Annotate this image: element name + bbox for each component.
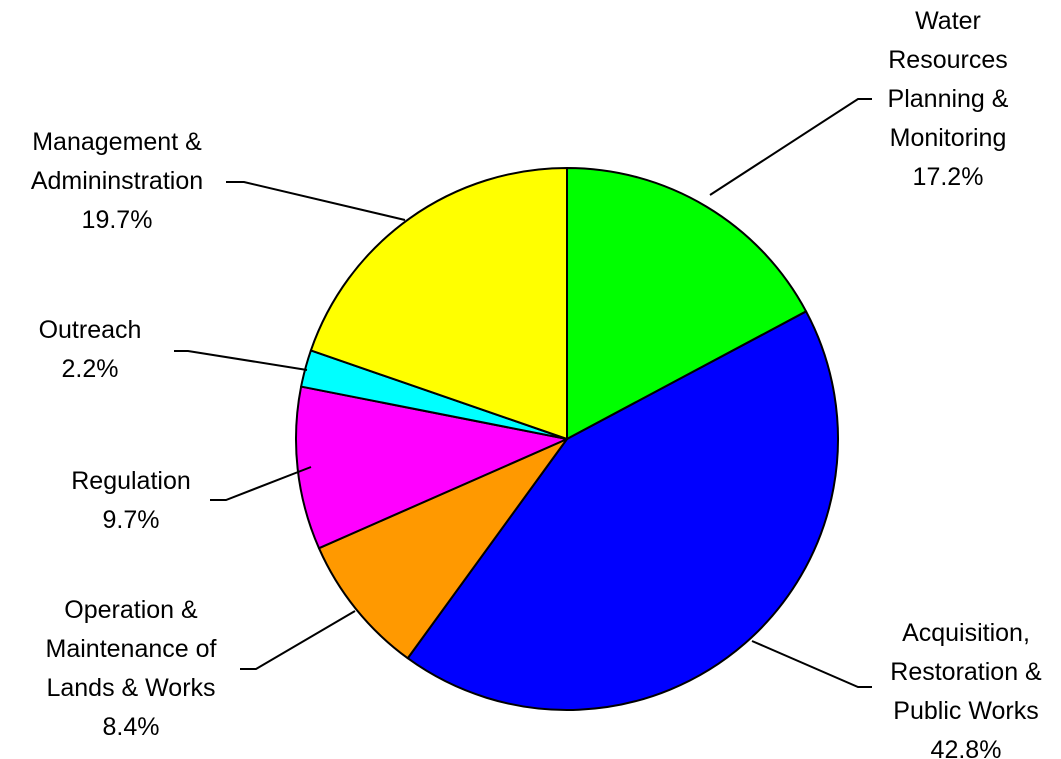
slice-label-line: Restoration &	[890, 658, 1042, 686]
slice-label-line: Admininstration	[31, 167, 203, 195]
leader-line-6	[226, 181, 406, 221]
slice-labels: Water Resources Planning & Monitoring 17.2% A…	[31, 7, 1042, 759]
slice-label-5: Outreach 2.2%	[39, 316, 142, 383]
slice-label-line: Planning &	[888, 85, 1009, 113]
leader-line-2	[751, 640, 872, 688]
pie-slice-4	[295, 385, 568, 550]
slice-label-6: Management & Admininstration 19.7%	[31, 128, 203, 234]
slice-percent-label: 9.7%	[103, 506, 160, 534]
slice-label-line: Resources	[888, 46, 1008, 74]
slice-percent-label: 2.2%	[62, 355, 119, 383]
pie-slices	[295, 167, 839, 711]
pie-slice-2	[406, 310, 839, 711]
leader-lines	[174, 98, 872, 688]
slice-label-4: Regulation 9.7%	[71, 467, 191, 534]
leader-line-3	[240, 610, 356, 670]
slice-label-line: Public Works	[893, 697, 1038, 725]
slice-percent-label: 42.8%	[931, 736, 1002, 759]
slice-label-line: Maintenance of	[46, 635, 217, 663]
slice-percent-label: 17.2%	[913, 163, 984, 191]
slice-label-line: Operation &	[64, 596, 198, 624]
slice-percent-label: 8.4%	[103, 713, 160, 741]
leader-line-4	[210, 466, 312, 501]
leader-line-1	[709, 98, 872, 196]
slice-label-line: Regulation	[71, 467, 191, 495]
pie-slice-1	[566, 167, 808, 440]
slice-label-line: Lands & Works	[46, 674, 215, 702]
slice-label-line: Monitoring	[890, 124, 1007, 152]
pie-slice-3	[317, 438, 568, 660]
slice-label-line: Outreach	[39, 316, 142, 344]
pie-slice-6	[309, 167, 568, 440]
slice-label-line: Acquisition,	[902, 619, 1030, 647]
slice-label-2: Acquisition, Restoration & Public Works 42.…	[890, 619, 1042, 759]
slice-label-line: Management &	[32, 128, 202, 156]
slice-label-1: Water Resources Planning & Monitoring 17.2%	[888, 7, 1009, 191]
slice-label-line: Water	[915, 7, 981, 35]
slice-label-3: Operation & Maintenance of Lands & Works 8.…	[46, 596, 217, 741]
slice-percent-label: 19.7%	[82, 206, 153, 234]
leader-line-5	[174, 350, 308, 371]
